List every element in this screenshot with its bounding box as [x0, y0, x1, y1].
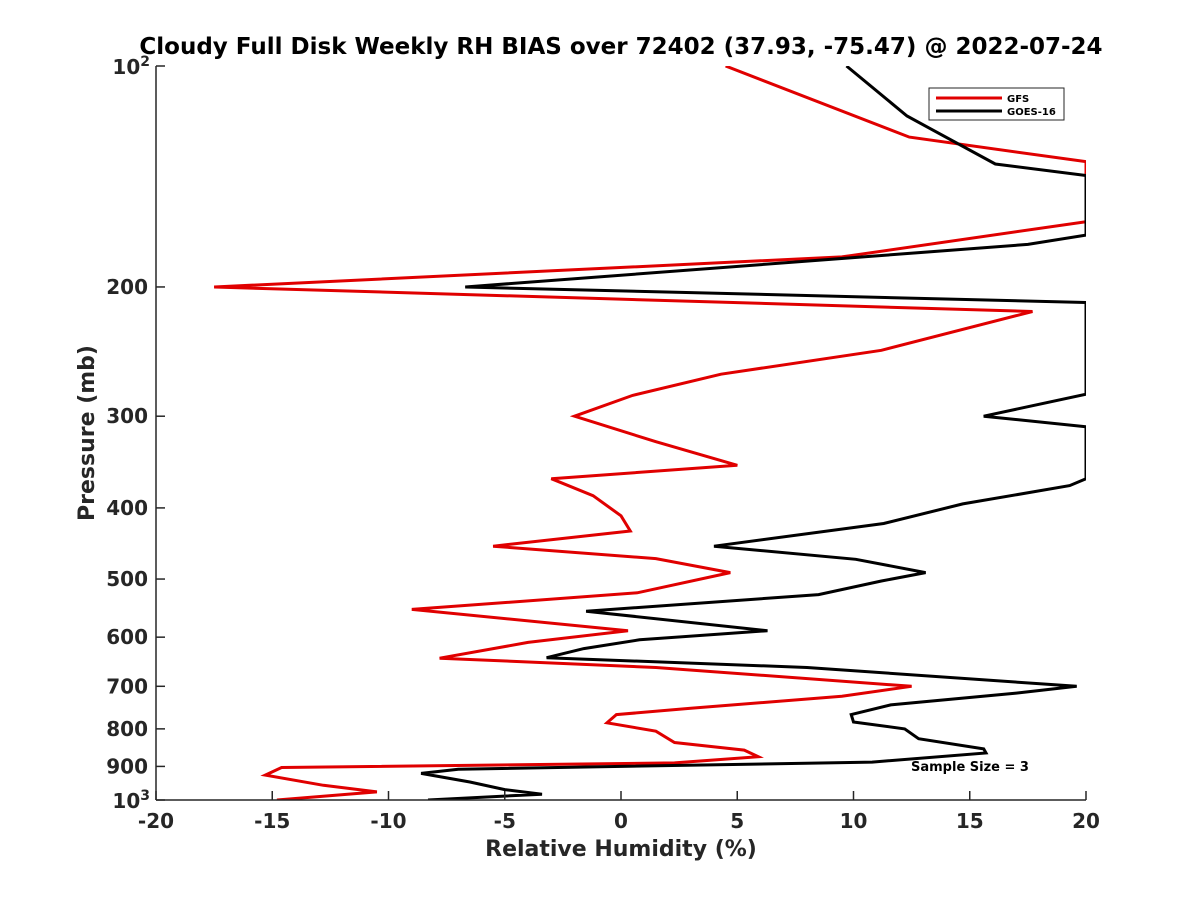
plot-area	[214, 66, 1086, 800]
x-tick-label: 20	[1072, 809, 1100, 833]
legend-box	[928, 87, 1065, 121]
y-tick-label: 103	[112, 788, 150, 813]
y-tick-label: 400	[106, 496, 148, 520]
y-tick-label: 500	[106, 567, 148, 591]
x-tick-label: -10	[370, 809, 406, 833]
y-tick-label: 900	[106, 754, 148, 778]
x-tick-label: 10	[840, 809, 868, 833]
axes: -20 -15 -10 -5 0 5 10 15 20102200300400500600700…	[106, 54, 1100, 833]
y-tick-label: 300	[106, 404, 148, 428]
chart-title: Cloudy Full Disk Weekly RH BIAS over 724…	[139, 34, 1102, 60]
y-tick-label: 102	[112, 54, 150, 79]
y-tick-base: 10	[112, 55, 140, 79]
x-tick-label: 15	[956, 809, 984, 833]
y-tick-exponent: 2	[140, 54, 150, 70]
y-tick-label: 700	[106, 674, 148, 698]
y-tick-base: 10	[112, 789, 140, 813]
sample-size-annotation: Sample Size = 3	[911, 760, 1029, 775]
x-tick-label: 5	[730, 809, 744, 833]
y-tick-label: 600	[106, 625, 148, 649]
legend-label: GOES-16	[1007, 107, 1056, 118]
y-tick-label: 200	[106, 275, 148, 299]
series-line-goes-16	[420, 66, 1086, 800]
y-tick-exponent: 3	[140, 788, 150, 804]
x-tick-label: -15	[254, 809, 290, 833]
x-axis-title: Relative Humidity (%)	[485, 837, 757, 862]
y-axis-title: Pressure (mb)	[75, 345, 100, 521]
x-tick-label: 0	[614, 809, 628, 833]
x-tick-label: -20	[138, 809, 174, 833]
y-tick-label: 800	[106, 717, 148, 741]
legend: GFS GOES-16	[928, 87, 1065, 121]
series-line-gfs	[214, 66, 1086, 800]
legend-label: GFS	[1007, 94, 1029, 105]
x-tick-label: -5	[494, 809, 516, 833]
